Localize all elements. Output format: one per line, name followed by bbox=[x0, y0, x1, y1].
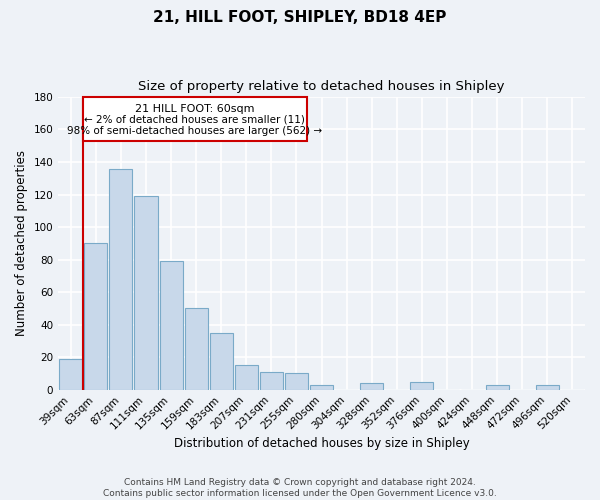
Bar bbox=[360, 383, 383, 390]
Text: 21 HILL FOOT: 60sqm: 21 HILL FOOT: 60sqm bbox=[135, 104, 254, 115]
Bar bbox=[84, 244, 107, 390]
Text: 98% of semi-detached houses are larger (562) →: 98% of semi-detached houses are larger (… bbox=[67, 126, 322, 136]
Bar bbox=[59, 359, 82, 390]
Bar bbox=[536, 385, 559, 390]
Bar bbox=[285, 374, 308, 390]
Bar bbox=[485, 385, 509, 390]
X-axis label: Distribution of detached houses by size in Shipley: Distribution of detached houses by size … bbox=[174, 437, 469, 450]
Bar bbox=[185, 308, 208, 390]
Y-axis label: Number of detached properties: Number of detached properties bbox=[15, 150, 28, 336]
Bar bbox=[109, 168, 133, 390]
Text: Contains HM Land Registry data © Crown copyright and database right 2024.
Contai: Contains HM Land Registry data © Crown c… bbox=[103, 478, 497, 498]
Bar bbox=[160, 261, 182, 390]
FancyBboxPatch shape bbox=[83, 97, 307, 141]
Bar bbox=[310, 385, 333, 390]
Text: 21, HILL FOOT, SHIPLEY, BD18 4EP: 21, HILL FOOT, SHIPLEY, BD18 4EP bbox=[154, 10, 446, 25]
Bar bbox=[134, 196, 158, 390]
Bar bbox=[260, 372, 283, 390]
Bar bbox=[209, 333, 233, 390]
Bar bbox=[235, 366, 258, 390]
Text: ← 2% of detached houses are smaller (11): ← 2% of detached houses are smaller (11) bbox=[85, 115, 305, 125]
Title: Size of property relative to detached houses in Shipley: Size of property relative to detached ho… bbox=[139, 80, 505, 93]
Bar bbox=[410, 382, 433, 390]
